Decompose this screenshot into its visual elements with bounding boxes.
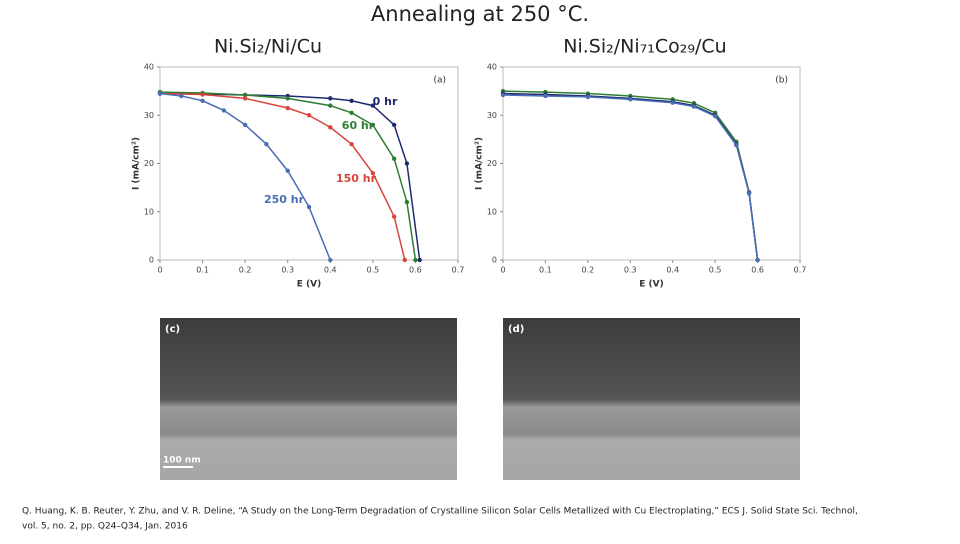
data-point xyxy=(404,161,410,166)
x-tick-label: 0.7 xyxy=(452,266,465,275)
chart-title: Ni.Si₂/Ni/Cu xyxy=(214,36,322,58)
data-point xyxy=(391,122,397,128)
data-point xyxy=(543,93,548,99)
data-point xyxy=(285,168,290,173)
data-point xyxy=(349,110,354,116)
data-point xyxy=(200,92,205,97)
panel-label: (b) xyxy=(775,76,788,86)
y-tick-label: 10 xyxy=(487,207,497,216)
data-point xyxy=(391,156,397,161)
slide-title: Annealing at 250 °C. xyxy=(371,2,589,26)
x-tick-label: 0.2 xyxy=(239,266,252,275)
scale-bar-label: 100 nm xyxy=(163,456,201,466)
data-point xyxy=(712,114,718,119)
iv-curve xyxy=(159,92,331,261)
x-tick-label: 0.6 xyxy=(409,266,422,275)
x-tick-label: 0.2 xyxy=(581,266,594,275)
data-point xyxy=(242,92,248,98)
series-label: 250 hr xyxy=(264,193,305,206)
data-point xyxy=(402,257,407,263)
data-point xyxy=(328,103,333,108)
data-point xyxy=(746,191,752,196)
y-tick-label: 20 xyxy=(144,159,154,168)
data-point xyxy=(628,97,633,102)
data-point xyxy=(328,96,333,101)
tem-image xyxy=(160,318,457,480)
x-tick-label: 0 xyxy=(157,266,162,275)
data-point xyxy=(306,113,312,118)
iv-curve xyxy=(502,90,759,261)
series-label: 0 hr xyxy=(373,95,398,108)
data-point xyxy=(585,94,591,100)
y-tick-label: 40 xyxy=(487,63,497,72)
data-point xyxy=(670,100,675,105)
data-point xyxy=(157,91,163,96)
x-tick-label: 0.5 xyxy=(366,266,379,275)
chart-title: Ni.Si₂/Ni₇₁Co₂₉/Cu xyxy=(563,36,726,58)
data-point xyxy=(221,108,227,113)
x-tick-label: 0.5 xyxy=(709,266,722,275)
y-axis-label: I (mA/cm²) xyxy=(475,137,485,190)
iv-curve xyxy=(159,92,421,261)
tem-image xyxy=(503,318,800,480)
data-point xyxy=(500,92,506,98)
data-point xyxy=(417,257,422,263)
y-tick-label: 30 xyxy=(144,111,154,120)
image-label: (c) xyxy=(165,324,180,335)
plot-frame xyxy=(159,66,459,261)
series-label: 60 hr xyxy=(342,119,375,132)
data-point xyxy=(285,96,290,101)
x-tick-label: 0.4 xyxy=(324,266,337,275)
data-point xyxy=(349,142,354,147)
data-point xyxy=(179,93,184,99)
data-point xyxy=(306,204,312,210)
data-point xyxy=(370,103,376,108)
data-point xyxy=(242,122,248,128)
y-tick-label: 10 xyxy=(144,207,154,216)
x-tick-label: 0.1 xyxy=(539,266,552,275)
scale-bar xyxy=(163,466,193,468)
data-point xyxy=(328,125,333,130)
data-point xyxy=(391,214,397,219)
x-tick-label: 0.7 xyxy=(794,266,807,275)
data-point xyxy=(413,257,418,263)
x-axis-label: E (V) xyxy=(639,280,663,290)
x-tick-label: 0.3 xyxy=(281,266,294,275)
data-point xyxy=(242,96,248,101)
panel-label: (a) xyxy=(433,76,446,86)
y-tick-label: 0 xyxy=(492,256,497,265)
image-label: (d) xyxy=(508,324,524,335)
x-tick-label: 0.3 xyxy=(624,266,637,275)
data-point xyxy=(734,142,739,148)
x-tick-label: 0.6 xyxy=(751,266,764,275)
citation: vol. 5, no. 2, pp. Q24–Q34, Jan. 2016 xyxy=(22,522,188,532)
data-point xyxy=(200,98,205,103)
data-point xyxy=(370,170,376,176)
x-tick-label: 0.1 xyxy=(196,266,209,275)
y-tick-label: 30 xyxy=(487,111,497,120)
y-tick-label: 0 xyxy=(149,256,154,265)
data-point xyxy=(755,257,760,263)
iv-curve xyxy=(502,94,759,261)
data-point xyxy=(349,98,354,103)
iv-curve xyxy=(159,92,406,261)
iv-curve xyxy=(159,91,417,261)
x-tick-label: 0 xyxy=(500,266,505,275)
data-point xyxy=(328,257,333,263)
data-point xyxy=(691,104,697,109)
x-tick-label: 0.4 xyxy=(666,266,679,275)
citation: Q. Huang, K. B. Reuter, Y. Zhu, and V. R… xyxy=(22,507,858,517)
series-label: 150 hr xyxy=(336,172,377,185)
data-point xyxy=(285,105,290,111)
y-tick-label: 40 xyxy=(144,63,154,72)
y-tick-label: 20 xyxy=(487,159,497,168)
data-point xyxy=(404,199,410,205)
data-point xyxy=(370,122,376,128)
y-axis-label: I (mA/cm²) xyxy=(132,137,142,190)
data-point xyxy=(264,142,269,147)
x-axis-label: E (V) xyxy=(297,280,321,290)
